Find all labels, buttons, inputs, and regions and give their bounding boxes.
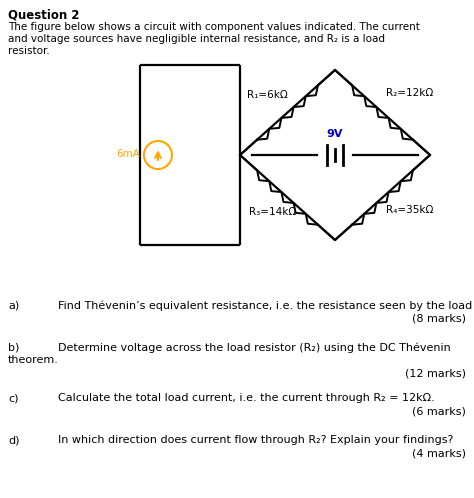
Text: (6 marks): (6 marks) [412, 406, 466, 416]
Text: theorem.: theorem. [8, 355, 59, 365]
Text: (12 marks): (12 marks) [405, 368, 466, 378]
Text: Determine voltage across the load resistor (R₂) using the DC Thévenin: Determine voltage across the load resist… [58, 342, 451, 353]
Text: d): d) [8, 435, 19, 445]
Text: R₄=35kΩ: R₄=35kΩ [386, 205, 433, 215]
Text: c): c) [8, 393, 18, 403]
Text: Question 2: Question 2 [8, 8, 80, 21]
Text: resistor.: resistor. [8, 46, 50, 56]
Text: (4 marks): (4 marks) [412, 448, 466, 458]
Text: R₃=14kΩ: R₃=14kΩ [249, 207, 296, 217]
Text: 9V: 9V [327, 129, 343, 139]
Text: Find Thévenin’s equivalent resistance, i.e. the resistance seen by the load (R₂): Find Thévenin’s equivalent resistance, i… [58, 300, 474, 310]
Text: R₂=12kΩ: R₂=12kΩ [386, 88, 433, 98]
Text: b): b) [8, 342, 19, 352]
Text: In which direction does current flow through R₂? Explain your findings?: In which direction does current flow thr… [58, 435, 453, 445]
Text: Calculate the total load current, i.e. the current through R₂ = 12kΩ.: Calculate the total load current, i.e. t… [58, 393, 435, 403]
Text: The figure below shows a circuit with component values indicated. The current: The figure below shows a circuit with co… [8, 22, 420, 32]
Text: and voltage sources have negligible internal resistance, and R₂ is a load: and voltage sources have negligible inte… [8, 34, 385, 44]
Text: 6mA: 6mA [116, 149, 140, 159]
Text: R₁=6kΩ: R₁=6kΩ [247, 90, 288, 100]
Text: a): a) [8, 300, 19, 310]
Text: (8 marks): (8 marks) [412, 313, 466, 323]
